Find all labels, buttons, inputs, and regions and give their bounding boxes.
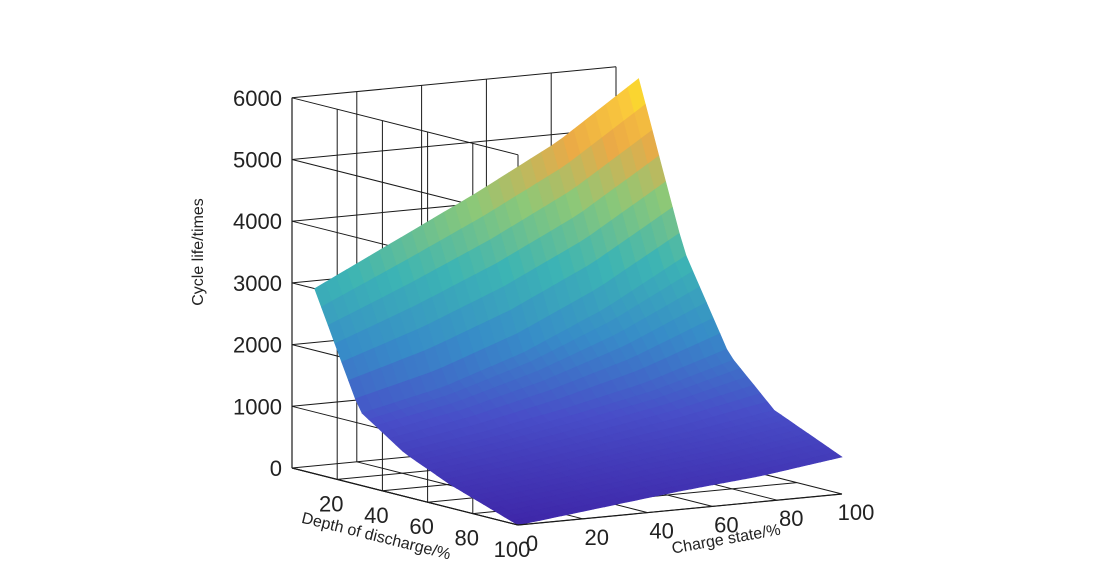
surface-layer [314, 78, 843, 526]
x-axis-line [291, 467, 519, 526]
surface-patch [823, 451, 843, 460]
x-tick-label: 20 [319, 491, 343, 516]
x-tick-label: 100 [494, 537, 531, 562]
x-tick-label: 80 [455, 526, 479, 551]
z-axis-label: Cycle life/times [190, 198, 207, 306]
grid-line [291, 97, 519, 156]
z-tick-label: 2000 [233, 333, 282, 358]
z-tick-label: 4000 [233, 209, 282, 234]
y-tick-label: 60 [714, 512, 738, 537]
x-tick-label: 40 [364, 503, 388, 528]
z-tick-label: 6000 [233, 86, 282, 111]
y-tick-label: 0 [526, 531, 538, 556]
y-axis-line [517, 493, 843, 526]
y-tick-label: 40 [649, 519, 673, 544]
grid-line [291, 66, 617, 99]
x-tick-label: 60 [409, 514, 433, 539]
grid-line [291, 128, 617, 160]
z-tick-label: 3000 [233, 271, 282, 296]
z-tick-label: 5000 [233, 148, 282, 173]
z-tick-label: 1000 [233, 394, 282, 419]
y-tick-label: 20 [585, 525, 609, 550]
z-tick-label: 0 [270, 456, 282, 481]
y-tick-label: 100 [838, 500, 875, 525]
y-tick-label: 80 [779, 506, 803, 531]
